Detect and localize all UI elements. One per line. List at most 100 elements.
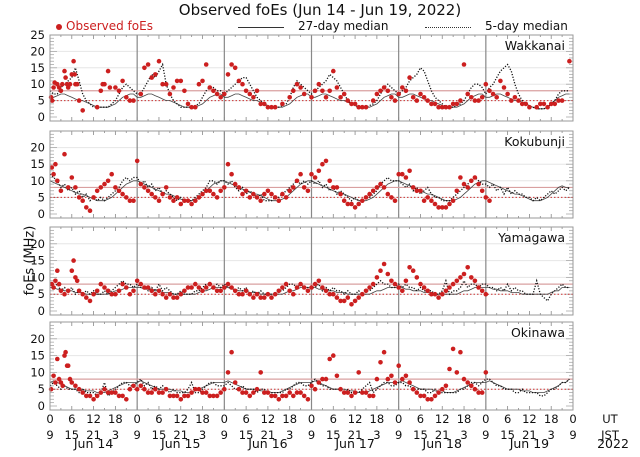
observed-point [222,386,227,392]
observed-point [178,291,184,297]
station-label: Yamagawa [497,230,565,245]
observed-point [105,68,111,74]
observed-point [269,393,274,399]
observed-point [312,281,318,287]
observed-point [149,75,154,80]
observed-point [323,288,329,294]
observed-point [461,376,467,382]
observed-point [381,85,387,90]
observed-point [127,386,133,392]
observed-point [323,95,329,100]
observed-point [156,288,162,294]
observed-point [338,386,343,392]
observed-point [243,288,249,294]
observed-point [67,376,73,382]
observed-point [174,393,180,399]
observed-point [476,98,481,103]
observed-point [276,397,282,402]
observed-point [113,185,118,190]
observed-point [185,101,191,107]
observed-point [254,88,260,94]
observed-point [142,285,147,290]
observed-point [53,380,58,385]
observed-point [294,390,300,395]
observed-point [363,288,369,294]
observed-point [323,376,329,382]
observed-point [418,281,423,287]
x-tick-label-ut: 12 [173,412,188,426]
observed-point [483,291,489,297]
observed-point [207,393,213,399]
observed-point [396,91,402,97]
observed-point [338,95,343,100]
observed-point [352,298,358,304]
series-5day-median [49,278,570,302]
x-tick-label-ut: 6 [155,412,162,426]
observed-point [53,278,58,284]
y-tick-label: 20 [30,237,45,251]
station-label: Kokubunji [504,134,565,149]
x-tick-label-ut: 12 [86,412,101,426]
observed-point [327,88,333,94]
observed-point [349,101,354,107]
observed-point [247,195,253,200]
observed-point [76,195,82,200]
observed-point [229,171,234,177]
observed-point [262,390,267,395]
observed-point [407,265,412,270]
observed-point [134,158,140,164]
observed-point [338,298,343,304]
observed-point [429,198,434,203]
observed-point [225,72,231,77]
observed-point [298,85,303,90]
y-tick-label: 15 [30,349,45,363]
observed-point [396,171,402,177]
observed-point [479,390,485,395]
observed-point [436,205,441,210]
observed-point [182,393,187,399]
observed-point [367,393,372,399]
observed-point [440,291,445,297]
observed-point [465,91,471,97]
observed-point [265,291,271,297]
ut-row-label: UT [602,412,618,426]
observed-point [440,205,445,210]
observed-point [56,376,62,382]
observed-point [349,393,354,399]
observed-point [171,85,176,90]
observed-point [200,191,205,197]
observed-point [410,386,416,392]
observed-point [443,288,449,294]
observed-point [167,91,173,97]
observed-point [363,195,369,200]
x-tick-label-ut: 18 [457,412,472,426]
day-label: Jun 18 [422,436,462,451]
observed-point [87,393,93,399]
observed-point [71,258,76,263]
observed-point [425,195,431,200]
y-tick-label: 0 [38,304,45,318]
y-tick-label: 5 [38,382,45,396]
observed-point [156,58,162,64]
observed-point [331,353,336,358]
observed-point [291,291,296,297]
observed-point [370,281,376,287]
observed-point [385,191,391,197]
observed-point [374,91,380,97]
observed-point [76,386,82,392]
observed-point [367,285,372,290]
x-tick-label-ut: 6 [504,412,511,426]
observed-point [203,285,209,290]
observed-point [349,302,354,307]
observed-point [211,285,216,290]
observed-point [138,383,144,389]
observed-point [193,386,198,392]
observed-point [414,98,420,103]
observed-point [287,188,293,194]
x-tick-label-jst: 21 [522,428,537,442]
x-tick-label-jst: 15 [326,428,341,442]
observed-point [174,78,180,84]
observed-point [414,390,420,395]
observed-point [294,285,300,290]
observed-point [454,101,460,107]
